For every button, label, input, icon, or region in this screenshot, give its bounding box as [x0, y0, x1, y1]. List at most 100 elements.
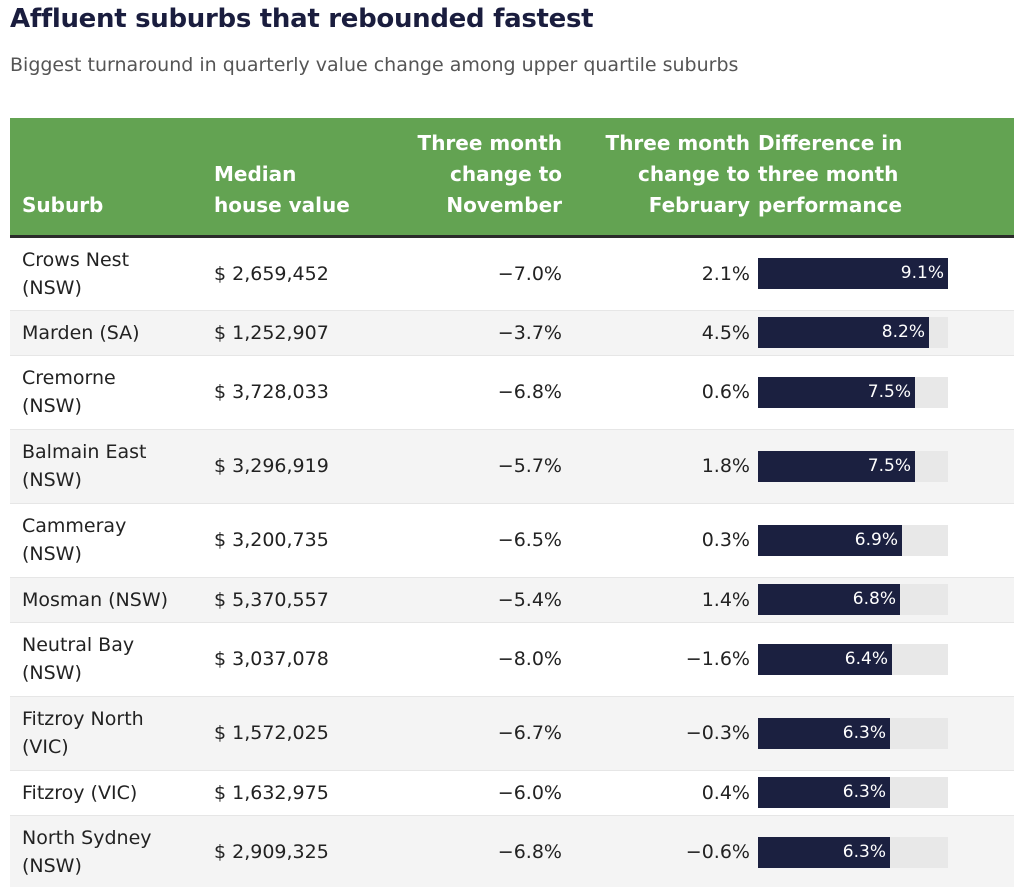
- change-february-cell: −0.6%: [685, 841, 750, 863]
- column-header-label: Median house value: [214, 161, 350, 217]
- change-november-cell: −6.8%: [497, 381, 562, 403]
- chart-subtitle: Biggest turnaround in quarterly value ch…: [10, 54, 739, 76]
- difference-bar-label: 6.3%: [842, 841, 886, 862]
- difference-bar-track: 9.1%: [758, 258, 948, 289]
- difference-cell: 8.2%: [758, 310, 1014, 355]
- difference-cell: 6.9%: [758, 503, 1014, 577]
- median-value-cell: $ 3,200,735: [214, 529, 329, 551]
- median-value-cell: $ 1,252,907: [214, 321, 329, 344]
- change-november-cell: −7.0%: [497, 262, 562, 285]
- change-november-cell: −5.7%: [497, 455, 562, 477]
- column-header-label: Three month change to February: [605, 130, 750, 217]
- difference-bar-track: 7.5%: [758, 450, 948, 482]
- suburb-cell: Cammeray (NSW): [22, 515, 127, 565]
- difference-bar-track: 6.3%: [758, 836, 948, 868]
- difference-bar: 7.5%: [758, 376, 915, 408]
- difference-bar-label: 6.9%: [854, 529, 898, 550]
- table-row: Fitzroy North (VIC) $ 1,572,025 −6.7% −0.3%…: [10, 696, 1014, 770]
- change-november-cell: −6.0%: [497, 781, 562, 804]
- difference-cell: 6.4%: [758, 622, 1014, 696]
- column-header-change-november: Three month change to November: [400, 118, 570, 238]
- difference-bar: 7.5%: [758, 450, 915, 482]
- difference-bar: 8.2%: [758, 317, 929, 348]
- difference-bar-label: 7.5%: [867, 455, 911, 476]
- median-value-cell: $ 2,659,452: [214, 262, 329, 285]
- difference-bar-label: 7.5%: [867, 381, 911, 402]
- change-february-cell: 2.1%: [701, 262, 750, 285]
- table-row: Cremorne (NSW) $ 3,728,033 −6.8% 0.6% 7.5%: [10, 355, 1014, 429]
- table-row: North Sydney (NSW) $ 2,909,325 −6.8% −0.6% 6…: [10, 815, 1014, 887]
- header-row: Suburb Median house value Three month ch…: [10, 118, 1014, 238]
- difference-bar: 9.1%: [758, 258, 948, 289]
- table-body: Crows Nest (NSW) $ 2,659,452 −7.0% 2.1% 9.1%…: [10, 236, 1014, 887]
- change-february-cell: 1.8%: [701, 455, 750, 477]
- difference-bar-track: 8.2%: [758, 317, 948, 348]
- suburb-cell: Fitzroy (VIC): [22, 781, 138, 804]
- suburb-cell: Balmain East (NSW): [22, 441, 147, 491]
- change-november-cell: −8.0%: [497, 648, 562, 670]
- suburb-cell: Fitzroy North (VIC): [22, 708, 144, 758]
- change-november-cell: −5.4%: [497, 588, 562, 611]
- change-november-cell: −6.7%: [497, 722, 562, 744]
- difference-bar-label: 6.3%: [842, 782, 886, 802]
- difference-cell: 6.3%: [758, 770, 1014, 815]
- difference-bar-label: 8.2%: [881, 322, 925, 342]
- median-value-cell: $ 3,728,033: [214, 381, 329, 403]
- difference-bar-track: 6.3%: [758, 717, 948, 749]
- table-row: Crows Nest (NSW) $ 2,659,452 −7.0% 2.1% 9.1%: [10, 236, 1014, 310]
- table-row: Cammeray (NSW) $ 3,200,735 −6.5% 0.3% 6.9%: [10, 503, 1014, 577]
- chart-title: Affluent suburbs that rebounded fastest: [10, 4, 594, 34]
- change-november-cell: −3.7%: [497, 321, 562, 344]
- column-header-label: Three month change to November: [417, 130, 562, 217]
- difference-bar-track: 6.4%: [758, 643, 948, 675]
- table-row: Marden (SA) $ 1,252,907 −3.7% 4.5% 8.2%: [10, 310, 1014, 355]
- column-header-median-house-value: Median house value: [200, 118, 400, 238]
- difference-bar-track: 6.8%: [758, 584, 948, 615]
- table-row: Neutral Bay (NSW) $ 3,037,078 −8.0% −1.6% 6.…: [10, 622, 1014, 696]
- suburb-cell: Neutral Bay (NSW): [22, 634, 135, 684]
- difference-cell: 6.3%: [758, 696, 1014, 770]
- table-row: Balmain East (NSW) $ 3,296,919 −5.7% 1.8% 7.…: [10, 429, 1014, 503]
- column-header-change-february: Three month change to February: [570, 118, 758, 238]
- difference-bar-track: 6.3%: [758, 777, 948, 808]
- median-value-cell: $ 5,370,557: [214, 588, 329, 611]
- difference-bar: 6.3%: [758, 836, 890, 868]
- table-row: Mosman (NSW) $ 5,370,557 −5.4% 1.4% 6.8%: [10, 577, 1014, 622]
- difference-bar-label: 6.8%: [852, 589, 896, 609]
- difference-bar: 6.4%: [758, 643, 892, 675]
- difference-bar-label: 6.3%: [842, 722, 886, 743]
- difference-cell: 7.5%: [758, 355, 1014, 429]
- median-value-cell: $ 1,632,975: [214, 781, 329, 804]
- column-header-difference: Difference in three month performance: [758, 118, 1014, 238]
- column-header-label: Difference in three month performance: [758, 130, 903, 217]
- difference-cell: 7.5%: [758, 429, 1014, 503]
- difference-bar-label: 9.1%: [900, 263, 944, 283]
- column-header-label: Suburb: [22, 192, 104, 217]
- median-value-cell: $ 2,909,325: [214, 841, 329, 863]
- suburb-cell: North Sydney (NSW): [22, 827, 152, 877]
- change-february-cell: 0.6%: [701, 381, 750, 403]
- change-february-cell: −1.6%: [685, 648, 750, 670]
- difference-bar-track: 7.5%: [758, 376, 948, 408]
- table-row: Fitzroy (VIC) $ 1,632,975 −6.0% 0.4% 6.3%: [10, 770, 1014, 815]
- change-november-cell: −6.5%: [497, 529, 562, 551]
- suburb-cell: Mosman (NSW): [22, 588, 169, 611]
- median-value-cell: $ 3,296,919: [214, 455, 329, 477]
- difference-cell: 6.3%: [758, 815, 1014, 887]
- difference-bar: 6.9%: [758, 524, 902, 556]
- difference-cell: 6.8%: [758, 577, 1014, 622]
- change-february-cell: 0.4%: [701, 781, 750, 804]
- data-table: Suburb Median house value Three month ch…: [10, 118, 1014, 887]
- difference-bar: 6.8%: [758, 584, 900, 615]
- change-february-cell: 4.5%: [701, 321, 750, 344]
- suburb-cell: Cremorne (NSW): [22, 367, 116, 417]
- difference-bar-track: 6.9%: [758, 524, 948, 556]
- median-value-cell: $ 3,037,078: [214, 648, 329, 670]
- change-february-cell: 0.3%: [701, 529, 750, 551]
- difference-bar-label: 6.4%: [844, 648, 888, 669]
- change-february-cell: 1.4%: [701, 588, 750, 611]
- difference-bar: 6.3%: [758, 717, 890, 749]
- change-november-cell: −6.8%: [497, 841, 562, 863]
- table-header: Suburb Median house value Three month ch…: [10, 118, 1014, 238]
